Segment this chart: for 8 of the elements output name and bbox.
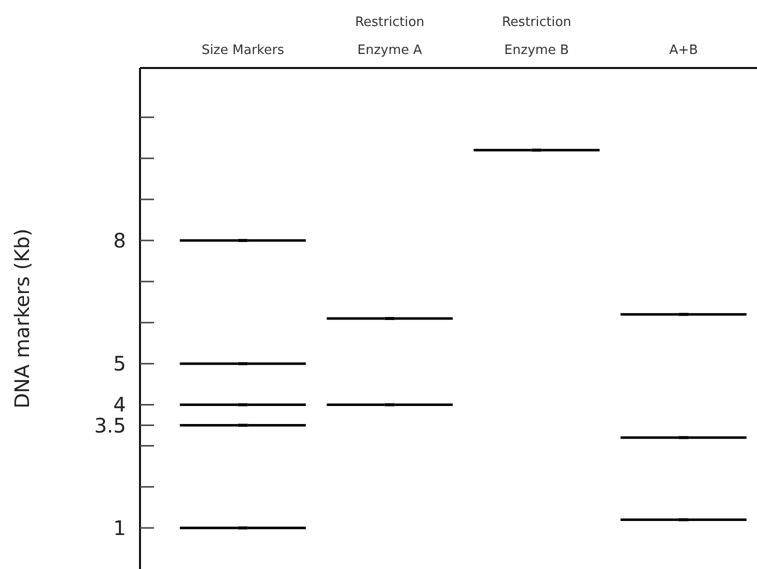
x-tick-label: Restriction Enzyme B: [502, 15, 572, 58]
y-tick-label: 8: [113, 228, 126, 252]
x-tick-label: Size Markers: [202, 43, 284, 58]
x-tick-label: Restriction Enzyme A: [355, 15, 424, 58]
y-tick-label: 1: [113, 516, 126, 540]
y-axis-title: DNA markers (Kb): [10, 228, 34, 408]
y-tick-label: 5: [113, 352, 126, 376]
x-tick-label: A+B: [669, 43, 698, 58]
